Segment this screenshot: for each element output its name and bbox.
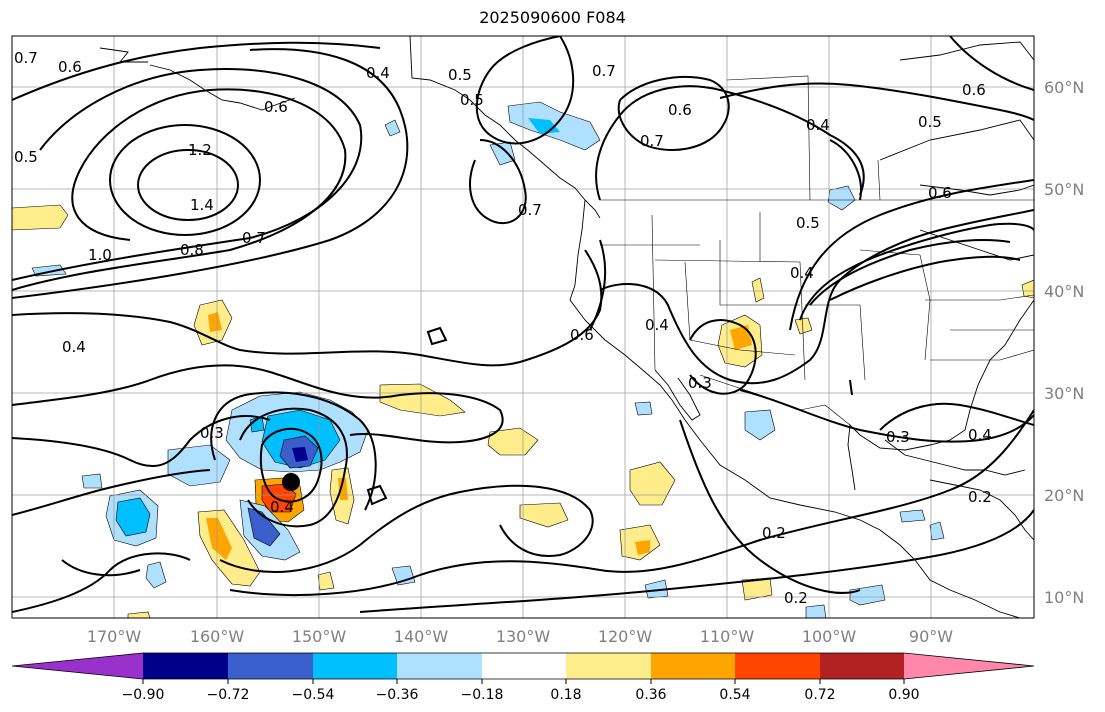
contour-label: 0.4 bbox=[62, 338, 86, 356]
contour-label: 0.6 bbox=[668, 101, 692, 119]
contour-label: 0.5 bbox=[14, 148, 38, 166]
lon-label: 100°W bbox=[802, 627, 857, 646]
contour-label: 0.4 bbox=[806, 116, 830, 134]
colorbar-segment bbox=[904, 653, 1034, 679]
contour-label: 0.3 bbox=[886, 428, 910, 446]
contour-label: 0.5 bbox=[448, 66, 472, 84]
contour-label: 1.2 bbox=[188, 141, 212, 159]
contour-label: 0.4 bbox=[790, 264, 814, 282]
contour-label: 0.6 bbox=[962, 81, 986, 99]
contour-label: 0.2 bbox=[784, 589, 808, 607]
colorbar-tick: 0.18 bbox=[550, 687, 581, 703]
colorbar-segment bbox=[735, 653, 820, 679]
colorbar-tick: −0.36 bbox=[376, 687, 419, 703]
map-title: 2025090600 F084 bbox=[479, 8, 626, 27]
colorbar-segment bbox=[482, 653, 566, 679]
lat-label: 60°N bbox=[1044, 78, 1084, 97]
colorbar-tick: −0.72 bbox=[207, 687, 250, 703]
colorbar-segment bbox=[566, 653, 651, 679]
contour-label: 1.4 bbox=[190, 196, 214, 214]
contour-label: 0.3 bbox=[200, 424, 224, 442]
map-area bbox=[12, 36, 1034, 618]
lon-label: 160°W bbox=[190, 627, 245, 646]
lat-label: 10°N bbox=[1044, 588, 1084, 607]
contour-label: 0.8 bbox=[180, 241, 204, 259]
colorbar-segment bbox=[397, 653, 482, 679]
lat-label: 30°N bbox=[1044, 384, 1084, 403]
contour-label: 0.4 bbox=[270, 498, 294, 516]
colorbar-segment bbox=[820, 653, 904, 679]
colorbar-segment bbox=[651, 653, 735, 679]
colorbar-segment bbox=[228, 653, 313, 679]
contour-label: 0.4 bbox=[366, 64, 390, 82]
contour-label: 0.6 bbox=[58, 58, 82, 76]
colorbar-tick: 0.72 bbox=[804, 687, 835, 703]
colorbar-tick: 0.54 bbox=[719, 687, 750, 703]
contour-label: 0.7 bbox=[518, 201, 542, 219]
contour-label: 0.7 bbox=[14, 49, 38, 67]
lat-label: 40°N bbox=[1044, 282, 1084, 301]
contour-label: 0.4 bbox=[968, 426, 992, 444]
lat-label: 20°N bbox=[1044, 486, 1084, 505]
colorbar-tick: −0.54 bbox=[292, 687, 335, 703]
map-frame bbox=[11, 35, 1035, 619]
contour-label: 0.5 bbox=[918, 113, 942, 131]
lon-label: 170°W bbox=[87, 627, 142, 646]
colorbar-segment bbox=[143, 653, 228, 679]
colorbar-tick: −0.90 bbox=[122, 687, 165, 703]
contour-label: 0.6 bbox=[264, 98, 288, 116]
contour-label: 0.7 bbox=[592, 62, 616, 80]
lon-label: 140°W bbox=[394, 627, 449, 646]
contour-label: 0.4 bbox=[645, 316, 669, 334]
contour-label: 0.5 bbox=[796, 214, 820, 232]
colorbar: −0.90 −0.72 −0.54 −0.36 −0.18 0.18 0.36 … bbox=[11, 652, 1035, 703]
contour-label: 0.5 bbox=[460, 91, 484, 109]
contour-label: 0.7 bbox=[640, 132, 664, 150]
coastlines bbox=[99, 36, 1034, 618]
political-borders bbox=[600, 75, 1034, 426]
contour-lines bbox=[12, 36, 1034, 613]
colorbar-tick: 0.90 bbox=[888, 687, 919, 703]
contour-label: 0.6 bbox=[928, 184, 952, 202]
contour-label: 0.6 bbox=[570, 326, 594, 344]
lon-label: 130°W bbox=[496, 627, 551, 646]
lon-label: 110°W bbox=[700, 627, 755, 646]
latitude-labels: 60°N 50°N 40°N 30°N 20°N 10°N bbox=[1044, 78, 1084, 607]
lon-label: 90°W bbox=[909, 627, 953, 646]
contour-label: 0.7 bbox=[242, 229, 266, 247]
colorbar-tick: 0.36 bbox=[635, 687, 666, 703]
contour-label: 1.0 bbox=[88, 246, 112, 264]
contour-labels: 0.7 0.6 0.4 0.5 0.7 0.6 0.5 0.6 0.7 0.4 … bbox=[14, 49, 992, 607]
colorbar-segment bbox=[12, 653, 143, 679]
longitude-labels: 170°W 160°W 150°W 140°W 130°W 120°W 110°… bbox=[87, 627, 953, 646]
contour-label: 0.2 bbox=[968, 488, 992, 506]
colorbar-tick: −0.18 bbox=[461, 687, 504, 703]
low-center-marker bbox=[282, 473, 300, 491]
lon-label: 150°W bbox=[292, 627, 347, 646]
lat-label: 50°N bbox=[1044, 180, 1084, 199]
colorbar-segment bbox=[313, 653, 397, 679]
lon-label: 120°W bbox=[598, 627, 653, 646]
shaded-anomalies bbox=[12, 101, 1034, 618]
contour-label: 0.3 bbox=[688, 374, 712, 392]
contour-label: 0.2 bbox=[762, 524, 786, 542]
